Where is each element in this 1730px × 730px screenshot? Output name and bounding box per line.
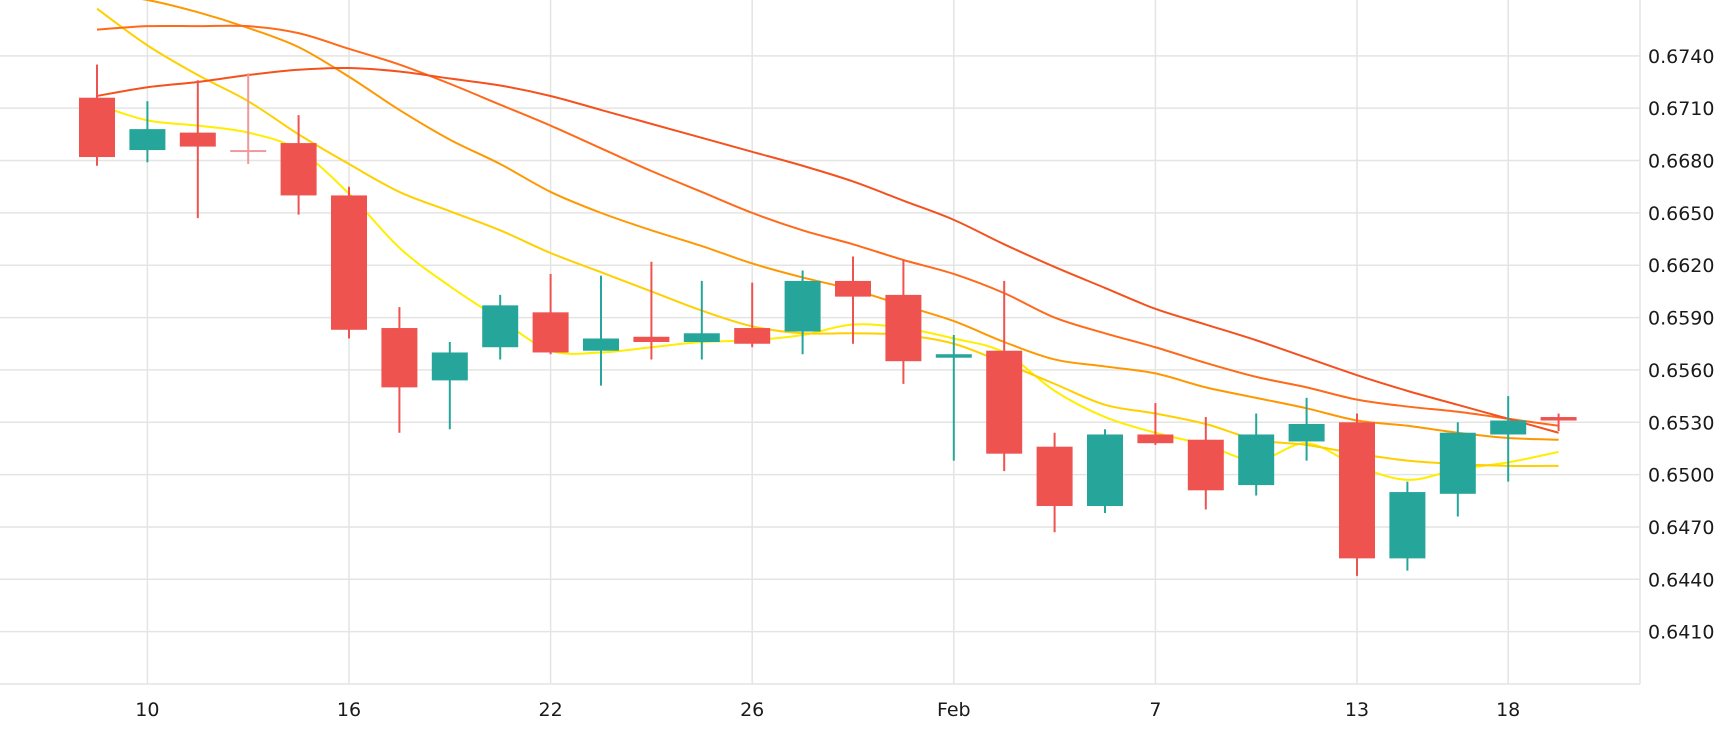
candle-body	[129, 129, 166, 151]
candle	[482, 294, 519, 360]
candle	[885, 259, 922, 384]
x-tick-label: 16	[337, 699, 361, 721]
moving-average-lines	[96, 0, 1559, 481]
candle-body	[1339, 422, 1375, 559]
candle	[784, 270, 821, 355]
candle-body	[230, 150, 267, 153]
candle-body	[1490, 420, 1527, 435]
candle	[1540, 413, 1577, 431]
x-tick-label: 26	[740, 699, 764, 721]
candle	[1036, 432, 1073, 533]
candle-body	[784, 280, 821, 332]
candle	[734, 282, 771, 348]
candle-body	[1389, 492, 1426, 559]
candle-body	[1036, 446, 1073, 507]
candle-body	[1187, 439, 1224, 491]
y-tick-label: 0.6440	[1648, 569, 1714, 591]
candle-body	[986, 350, 1023, 454]
candle	[331, 186, 367, 339]
candle	[1439, 422, 1476, 517]
candle	[1238, 413, 1275, 496]
candle	[1137, 403, 1174, 445]
x-tick-label: 22	[539, 699, 563, 721]
y-tick-label: 0.6620	[1648, 255, 1714, 277]
y-tick-label: 0.6560	[1648, 360, 1714, 382]
candle-body	[331, 195, 367, 330]
candle	[79, 64, 115, 166]
candle-body	[633, 336, 670, 342]
candle	[1339, 413, 1375, 576]
candle-body	[179, 132, 216, 147]
candle	[633, 261, 670, 360]
y-tick-label: 0.6590	[1648, 308, 1714, 330]
candle-body	[79, 97, 115, 158]
y-tick-label: 0.6740	[1648, 46, 1714, 68]
moving-average-line-2	[96, 7, 1559, 468]
x-tick-label: 13	[1345, 699, 1369, 721]
y-tick-label: 0.6470	[1648, 517, 1714, 539]
candle-body	[381, 328, 418, 388]
candle	[280, 115, 317, 215]
candle	[1490, 396, 1527, 482]
candle	[835, 256, 871, 344]
y-tick-label: 0.6500	[1648, 465, 1714, 487]
y-tick-label: 0.6410	[1648, 622, 1714, 644]
candle	[683, 280, 720, 360]
y-tick-label: 0.6680	[1648, 151, 1714, 173]
candle	[1389, 481, 1426, 571]
moving-average-line-3	[141, 0, 1559, 441]
candle-body	[1288, 424, 1325, 442]
y-tick-label: 0.6710	[1648, 98, 1714, 120]
x-tick-label: 18	[1496, 699, 1520, 721]
candle	[532, 273, 569, 355]
candle	[1087, 429, 1123, 513]
candle-body	[482, 305, 519, 348]
candle	[381, 307, 418, 433]
candle	[179, 80, 216, 219]
candle	[986, 280, 1023, 472]
candle	[583, 275, 619, 386]
grid	[0, 0, 1640, 684]
candle-body	[885, 294, 922, 362]
candle-body	[683, 333, 720, 342]
candle-body	[1087, 434, 1123, 507]
x-tick-label: 7	[1149, 699, 1161, 721]
candle-body	[532, 312, 569, 353]
axes: 0.6410 0.6440 0.6470 0.6500 0.6530 0.6560 0.65…	[0, 0, 1714, 721]
candle	[230, 73, 267, 165]
candle	[1288, 397, 1325, 461]
candle	[1187, 417, 1224, 510]
moving-average-line-5	[96, 66, 1559, 434]
x-tick-label: 10	[135, 699, 159, 721]
candle-body	[1540, 417, 1577, 421]
candle-body	[583, 338, 619, 351]
candle-body	[1439, 432, 1476, 494]
candle	[129, 101, 166, 163]
candle-body	[280, 143, 317, 196]
candle-body	[1238, 434, 1275, 486]
candle-body	[835, 280, 871, 297]
x-tick-label: Feb	[937, 699, 971, 721]
candle-body	[734, 328, 771, 344]
candles	[79, 64, 1577, 576]
moving-average-line-4	[96, 24, 1559, 427]
moving-average-line-1	[96, 103, 1559, 481]
candle-body	[935, 354, 972, 358]
candle	[431, 342, 468, 430]
candle-body	[431, 352, 468, 381]
candle-body	[1137, 434, 1174, 444]
y-tick-label: 0.6650	[1648, 203, 1714, 225]
candle	[935, 335, 972, 461]
y-tick-label: 0.6530	[1648, 412, 1714, 434]
